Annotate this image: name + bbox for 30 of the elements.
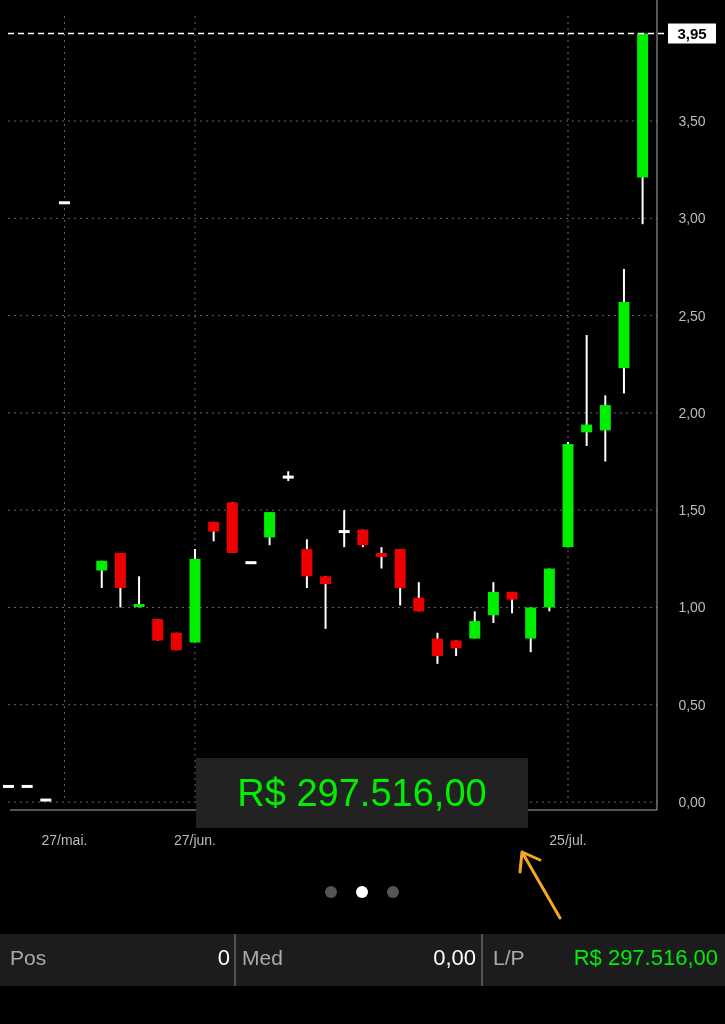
annotation: R$ 297.516,00 [237, 772, 487, 815]
y-tick-label: 0,50 [678, 696, 706, 713]
text: R$ 297.516,00 [573, 945, 718, 970]
candlestick [133, 575, 145, 609]
candlestick [581, 334, 593, 447]
candlestick [320, 575, 332, 630]
text: Pos [10, 946, 47, 969]
text: 0 [217, 945, 230, 970]
x-tick-label: 27/jun. [173, 832, 217, 848]
y-tick-label: 1,00 [678, 599, 706, 616]
y-tick-label: 1,50 [678, 502, 706, 519]
text: Med [242, 946, 283, 969]
candlestick [469, 610, 481, 640]
candlestick [413, 581, 425, 613]
x-tick-label: 27/mai. [41, 832, 88, 848]
text: 0,00 [433, 945, 476, 970]
candlestick [376, 546, 387, 570]
x-tick-label: 25/jul. [549, 832, 587, 848]
y-tick-label: 0,00 [678, 793, 706, 810]
y-tick-label: 3,00 [678, 210, 706, 227]
y-tick-label: 2,00 [678, 404, 706, 421]
y-tick-label: 3,50 [678, 112, 706, 129]
candlestick [152, 618, 164, 642]
y-tick-label: 2,50 [678, 307, 706, 324]
candlestick [96, 559, 108, 589]
candlestick [431, 631, 443, 665]
candlestick [338, 509, 350, 549]
ref-line-label: 3,95 [677, 24, 707, 42]
text: L/P [493, 946, 525, 969]
candlestick [487, 581, 499, 625]
